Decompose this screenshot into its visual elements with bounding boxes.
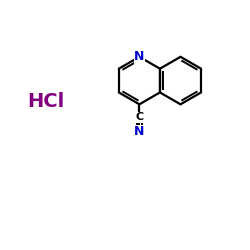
Text: N: N: [134, 125, 144, 138]
Text: C: C: [135, 112, 143, 122]
Text: N: N: [134, 50, 144, 63]
Text: HCl: HCl: [28, 92, 65, 111]
